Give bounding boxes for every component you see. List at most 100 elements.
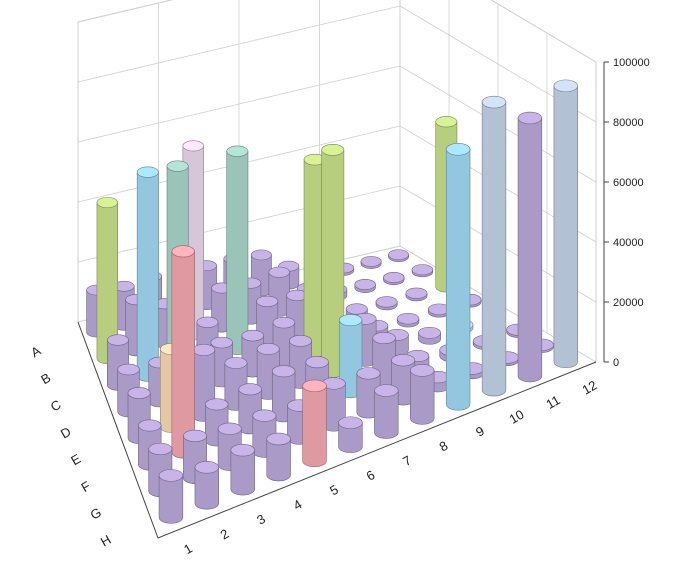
bar-top <box>158 469 184 482</box>
bar <box>553 79 578 369</box>
bar-top <box>338 416 363 429</box>
bar-top <box>289 335 312 347</box>
bar-top <box>217 422 242 435</box>
bar-top <box>360 256 382 267</box>
bar-top <box>356 367 381 380</box>
bar <box>302 379 327 468</box>
bar <box>410 364 435 425</box>
column-label: 9 <box>473 423 487 440</box>
bar-top <box>224 357 248 369</box>
bar-top <box>391 354 416 367</box>
bar-top <box>338 314 363 327</box>
bar-top <box>345 303 368 315</box>
bar-body <box>158 475 184 524</box>
bar-top <box>183 429 207 442</box>
bar-top <box>388 249 409 261</box>
bar <box>383 272 405 286</box>
bar-body <box>445 148 471 411</box>
bar-top <box>375 296 398 308</box>
bar <box>411 264 434 278</box>
z-tick-label: 0 <box>613 357 619 369</box>
z-tick-label: 80000 <box>613 117 644 129</box>
z-tick-label: 20000 <box>613 297 644 309</box>
bar <box>418 326 441 345</box>
bar-body <box>553 85 578 369</box>
bar-top <box>266 432 291 446</box>
bar <box>338 416 363 453</box>
bar-top <box>271 365 296 378</box>
bar-top <box>372 332 396 345</box>
bar-top <box>127 387 151 399</box>
z-tick-label: 40000 <box>613 237 644 249</box>
bar-body <box>230 449 255 496</box>
bar-top <box>268 266 290 278</box>
bar <box>96 197 118 365</box>
bar <box>481 95 507 397</box>
bar-top <box>192 344 216 356</box>
bar-body <box>136 171 159 382</box>
bar <box>360 256 382 269</box>
bar-top <box>252 409 277 422</box>
bar <box>396 312 420 328</box>
column-label: 8 <box>437 438 451 455</box>
bar-body <box>266 438 291 482</box>
bar-body <box>481 101 507 397</box>
bar <box>517 111 543 383</box>
bar-top <box>226 145 249 157</box>
bar-top <box>250 249 272 261</box>
bar-top <box>435 116 458 128</box>
bar-top <box>210 336 233 349</box>
bar-top <box>230 443 255 457</box>
bar-top <box>481 95 507 109</box>
bar-top <box>148 442 173 456</box>
bar-top <box>194 461 220 474</box>
bar-top <box>445 143 471 156</box>
bar-top <box>205 398 229 411</box>
bar-top <box>117 363 140 376</box>
bar-top <box>302 379 327 393</box>
column-label: 11 <box>543 392 562 412</box>
column-label: 3 <box>254 511 268 528</box>
column-label: 6 <box>364 467 378 484</box>
bar-body <box>338 422 363 453</box>
bar <box>158 469 184 524</box>
bar-top <box>405 287 428 299</box>
bar-top <box>182 140 204 152</box>
bar-top <box>411 264 434 276</box>
row-label: F <box>79 478 93 495</box>
bar <box>266 432 291 482</box>
bar-top <box>396 312 420 325</box>
column-label: 5 <box>327 482 341 499</box>
bar-top <box>171 245 195 258</box>
bar-top <box>138 419 162 432</box>
bars-layer <box>86 79 578 524</box>
floor-edge <box>77 321 597 539</box>
bar <box>194 461 220 510</box>
column-label: 12 <box>579 377 599 397</box>
bar-body <box>302 385 327 468</box>
bar <box>171 245 195 459</box>
bar-top <box>272 316 296 329</box>
bar-top <box>238 383 262 396</box>
bar-body <box>517 117 543 383</box>
bar-top <box>166 160 189 172</box>
column-label: 2 <box>218 526 232 543</box>
row-label: B <box>38 370 53 387</box>
column-label: 7 <box>400 452 414 469</box>
bar-top <box>196 316 219 328</box>
bar <box>375 296 398 311</box>
bar-top <box>321 144 345 156</box>
z-tick-label: 100000 <box>613 57 650 69</box>
bar-top <box>553 79 578 93</box>
bar-top <box>305 356 329 369</box>
bar-top <box>418 326 441 339</box>
z-tick-label: 60000 <box>613 177 644 189</box>
column-label: 10 <box>506 407 526 427</box>
bar <box>427 303 451 318</box>
wall-gridline <box>77 0 173 23</box>
bar-body <box>194 466 220 510</box>
bar-body <box>226 150 249 355</box>
bar <box>354 279 376 293</box>
column-label: 1 <box>181 540 195 557</box>
